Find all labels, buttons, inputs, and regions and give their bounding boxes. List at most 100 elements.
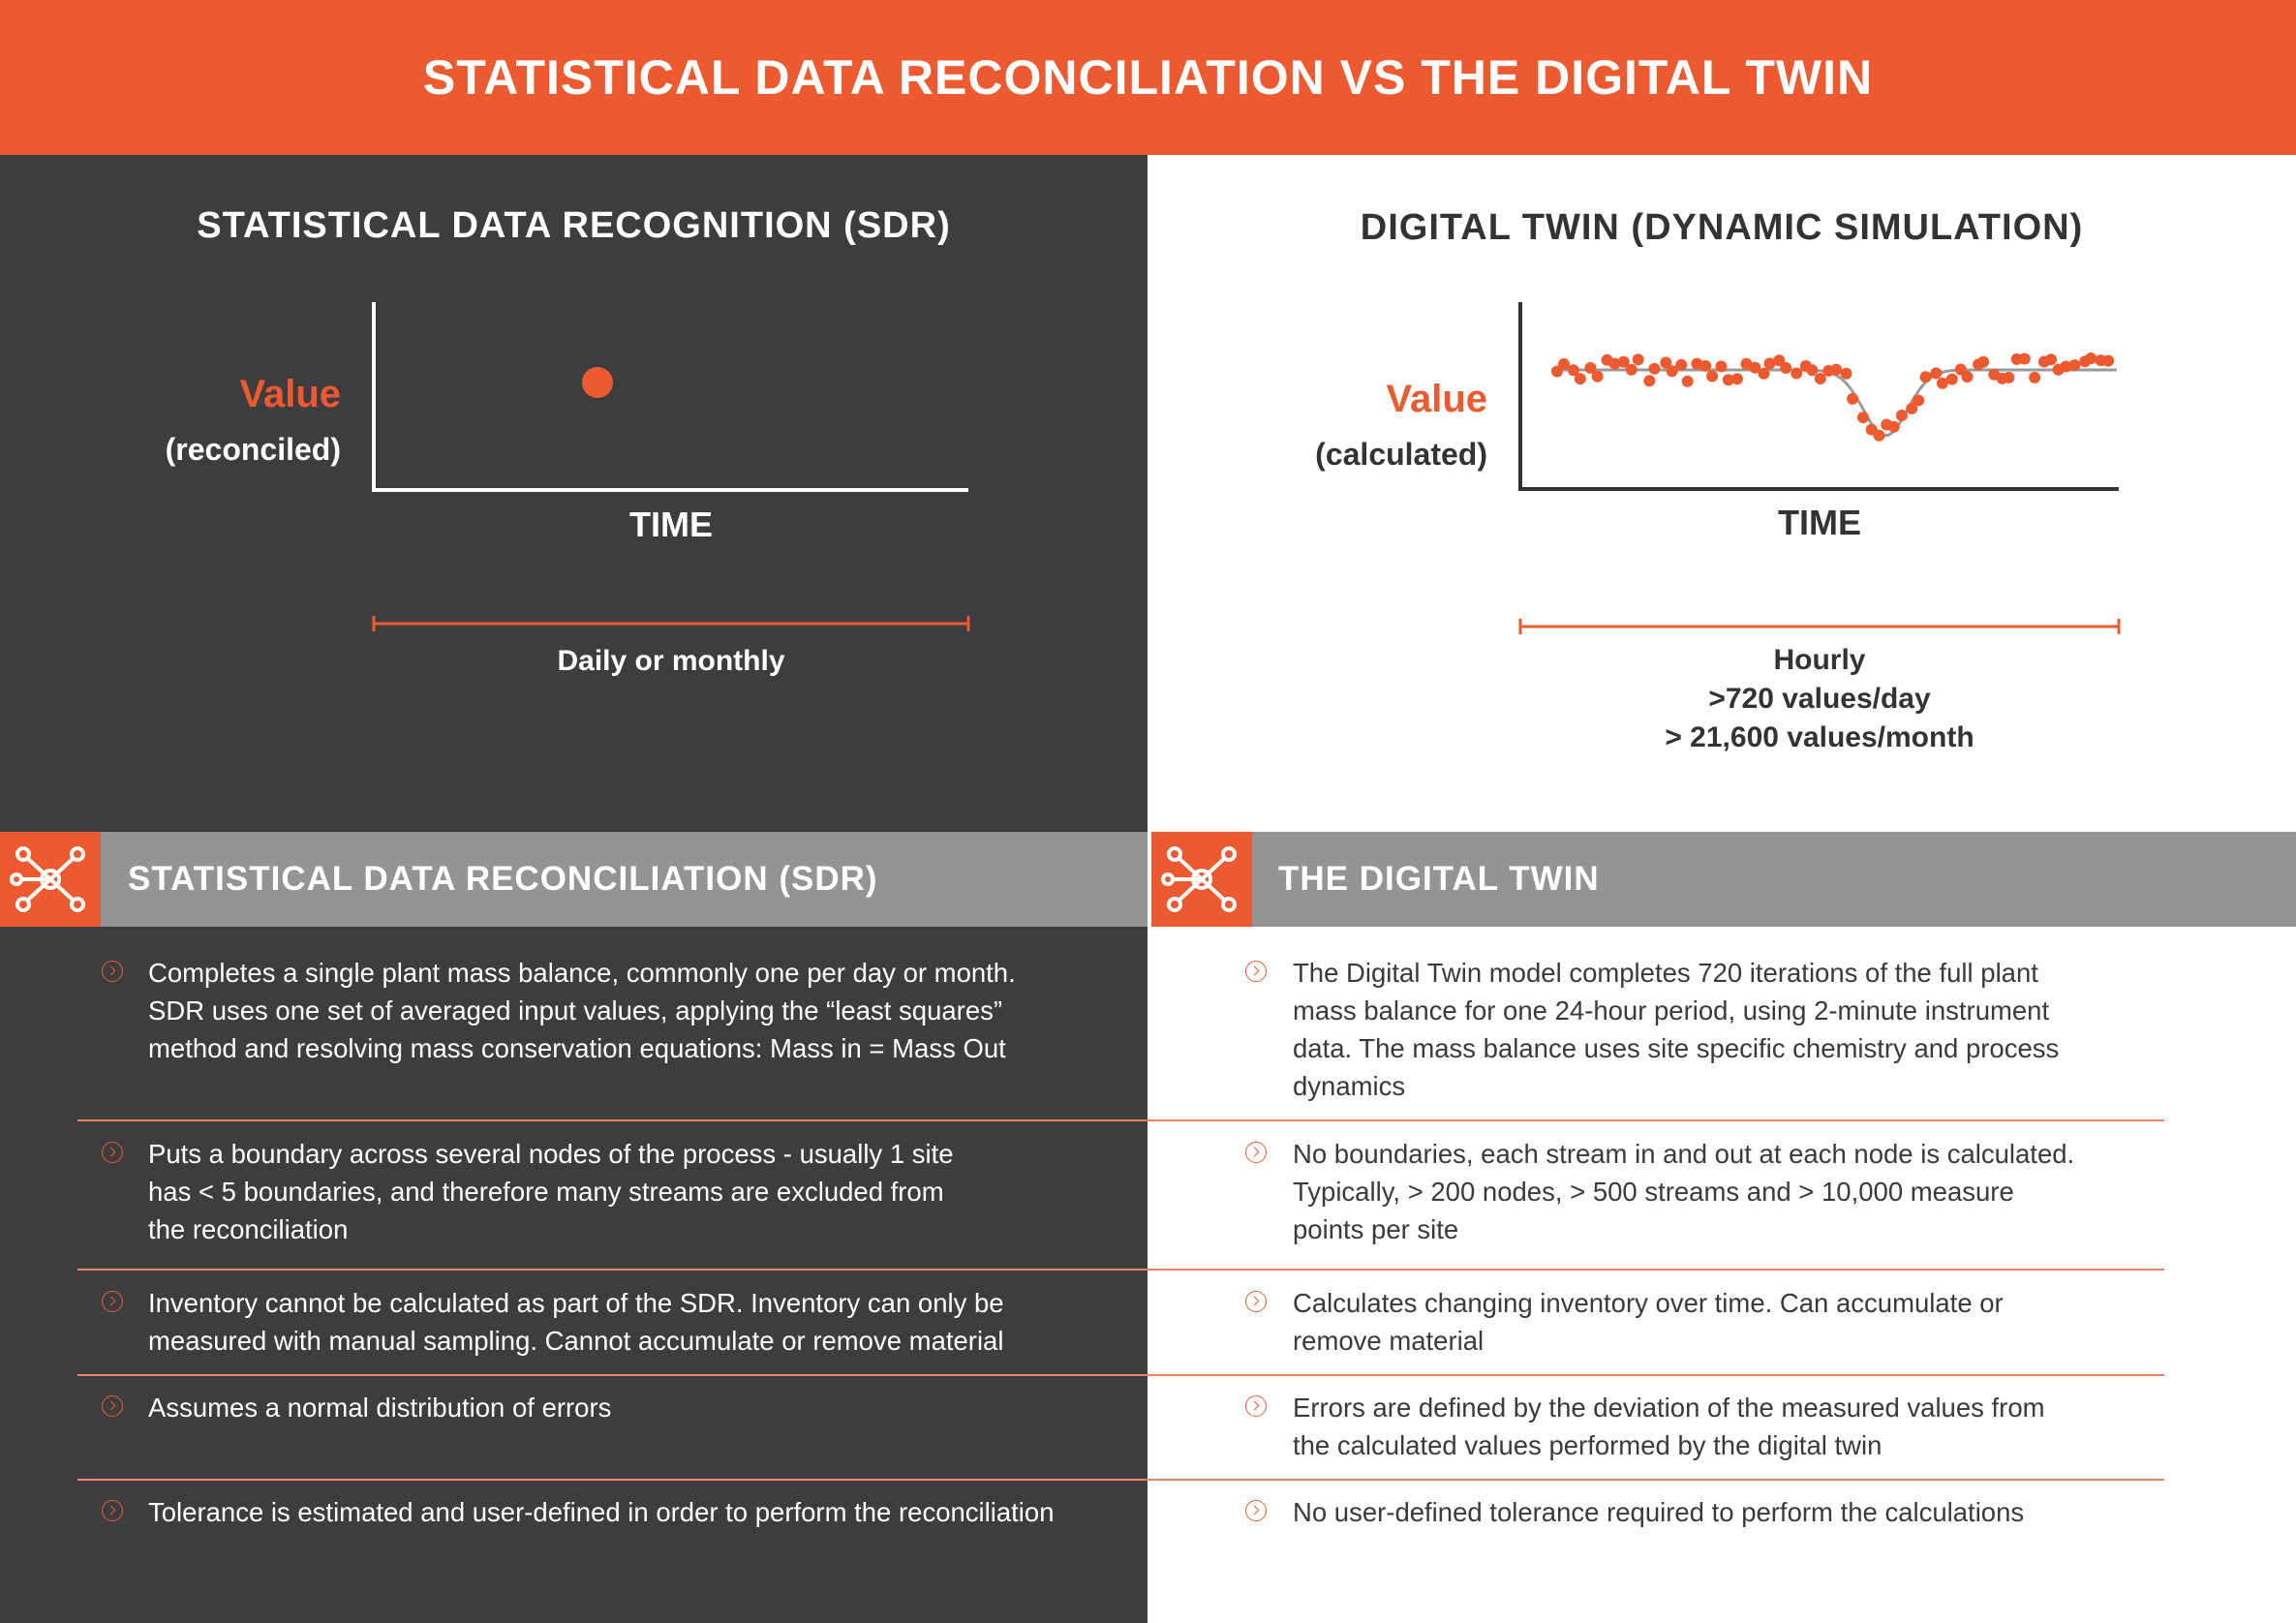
dt-mini-chart [1518,302,2121,634]
simulated-point [1574,373,1586,385]
chevron-circle-icon [102,1395,123,1417]
simulated-point [1584,361,1597,374]
dt-section-title: THE DIGITAL TWIN [1278,860,1600,898]
sdr-value-sublabel: (reconciled) [165,432,341,467]
dt-value-label: Value (calculated) [1259,378,1487,473]
simulated-point [1608,357,1621,370]
sdr-chart-axes [372,302,968,492]
simulated-point [1740,357,1753,370]
divider [1148,1479,2164,1481]
simulated-point [1856,412,1869,424]
sdr-value-label: Value (reconciled) [97,373,341,468]
dt-panel-title: DIGITAL TWIN (DYNAMIC SIMULATION) [1360,207,2084,248]
dt-time-label: TIME [1778,503,1861,542]
network-icon [1161,846,1237,912]
dt-section-bar [1151,832,2296,927]
dt-range-line-2: >720 values/day [1708,683,1931,715]
simulated-point [1830,363,1843,376]
dt-value-text: Value [1386,378,1487,420]
list-item: Assumes a normal distribution of errors [148,1393,612,1423]
chevron-circle-icon [1245,1500,1267,1521]
simulated-point [1731,373,1743,385]
simulated-point [1840,367,1852,380]
simulated-point [1814,373,1826,384]
simulated-point [2045,353,2057,366]
dt-range-line-1: Hourly [1773,644,1866,676]
simulated-point [1913,394,1925,407]
simulated-point [1722,374,1734,386]
list-item: The Digital Twin model completes 720 ite… [1293,958,2060,1101]
dt-range-line-3: > 21,600 values/month [1665,721,1975,753]
simulated-point [1648,362,1661,375]
simulated-point [1895,410,1908,421]
simulated-point [1715,360,1728,373]
simulated-point [1551,365,1563,378]
simulated-point [1699,359,1712,372]
simulated-point [1625,363,1638,376]
divider [1148,1374,2164,1376]
divider [1148,1119,2164,1121]
sdr-value-text: Value [239,373,341,415]
dt-value-sublabel: (calculated) [1315,437,1487,472]
divider [77,1269,1148,1271]
sdr-time-label: TIME [629,505,713,544]
chevron-circle-icon [102,1142,123,1163]
list-item: No boundaries, each stream in and out at… [1293,1139,2075,1244]
simulated-point [1591,370,1604,383]
simulated-point [1873,429,1885,442]
chevron-circle-icon [102,961,123,982]
page-title: STATISTICAL DATA RECONCILIATION VS THE D… [422,50,1874,105]
chevron-circle-icon [102,1500,123,1521]
sdr-network-icon [0,832,101,927]
sdr-section-title: STATISTICAL DATA RECONCILIATION (SDR) [128,860,878,898]
chevron-circle-icon [1245,961,1267,982]
divider [77,1479,1148,1481]
dt-simulated-points [1551,352,2115,442]
sdr-reconciled-point [582,367,613,398]
network-icon [10,846,85,912]
simulated-point [1675,358,1688,371]
chevron-circle-icon [1245,1395,1267,1417]
simulated-point [1763,357,1776,370]
sdr-panel-title: STATISTICAL DATA RECOGNITION (SDR) [197,205,951,246]
simulated-point [1936,377,1948,389]
simulated-point [1887,420,1900,433]
simulated-point [1632,353,1644,366]
simulated-point [1749,361,1761,374]
simulated-point [2068,359,2081,372]
simulated-point [1806,364,1819,377]
divider [1148,1269,2164,1271]
simulated-point [1758,367,1770,380]
chevron-circle-icon [1245,1291,1267,1312]
simulated-point [1977,355,1990,368]
simulated-point [2018,352,2031,365]
sdr-range-label: Daily or monthly [557,645,785,677]
divider [77,1374,1148,1376]
simulated-point [2102,354,2115,367]
simulated-point [1706,370,1719,383]
dt-network-icon [1151,832,1252,927]
dt-chart-axes [1518,302,2119,491]
list-item: Inventory cannot be calculated as part o… [148,1288,1004,1356]
sdr-mini-chart [372,302,970,631]
list-item: Completes a single plant mass balance, c… [148,958,1016,1063]
simulated-point [2003,371,2015,383]
simulated-point [1930,367,1943,380]
simulated-point [1773,354,1786,367]
simulated-point [1643,375,1656,387]
list-item: Puts a boundary across several nodes of … [148,1139,954,1244]
simulated-point [2060,360,2072,373]
simulated-point [2085,352,2097,364]
simulated-point [1945,373,1958,385]
list-item: Calculates changing inventory over time.… [1293,1288,2004,1356]
sdr-section-bar [0,832,1148,927]
header-banner: STATISTICAL DATA RECONCILIATION VS THE D… [0,0,2296,155]
divider [77,1119,1148,1121]
chevron-circle-icon [102,1291,123,1312]
simulated-point [1780,361,1792,374]
simulated-point [1558,357,1570,370]
simulated-point [1660,356,1672,369]
simulated-point [1791,367,1803,380]
simulated-point [2029,371,2041,383]
simulated-point [1961,371,1974,383]
